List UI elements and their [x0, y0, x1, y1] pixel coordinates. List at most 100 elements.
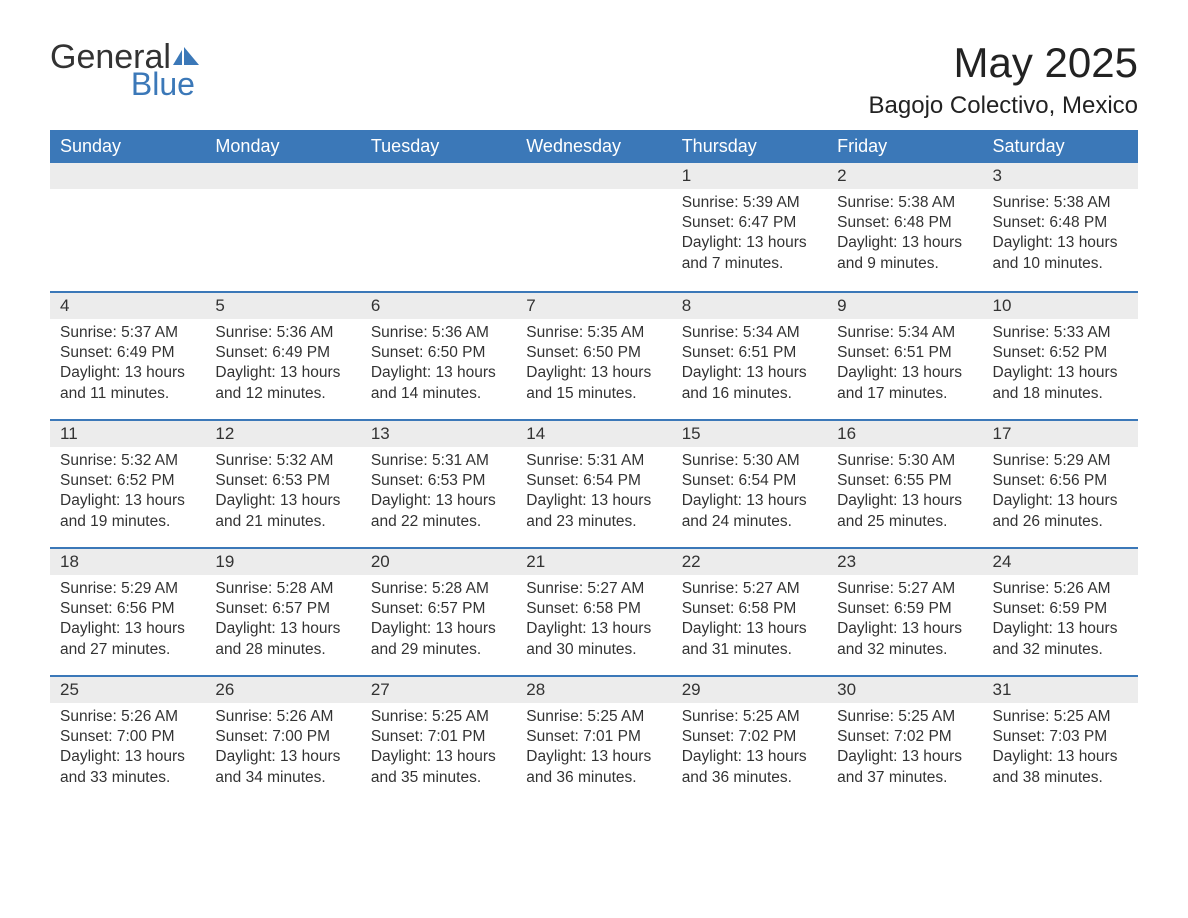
day-header: Wednesday: [516, 130, 671, 163]
calendar-day-cell: 29Sunrise: 5:25 AMSunset: 7:02 PMDayligh…: [672, 675, 827, 803]
daylight-text: Daylight: 13 hours and 30 minutes.: [526, 619, 661, 659]
sunset-text: Sunset: 6:54 PM: [526, 471, 661, 491]
day-number: 31: [983, 675, 1138, 703]
calendar-day-cell: 25Sunrise: 5:26 AMSunset: 7:00 PMDayligh…: [50, 675, 205, 803]
calendar-table: Sunday Monday Tuesday Wednesday Thursday…: [50, 130, 1138, 803]
daylight-text: Daylight: 13 hours and 28 minutes.: [215, 619, 350, 659]
day-details: Sunrise: 5:31 AMSunset: 6:54 PMDaylight:…: [516, 447, 671, 538]
sunrise-text: Sunrise: 5:36 AM: [215, 323, 350, 343]
sunrise-text: Sunrise: 5:25 AM: [993, 707, 1128, 727]
sunset-text: Sunset: 6:56 PM: [993, 471, 1128, 491]
sunrise-text: Sunrise: 5:31 AM: [371, 451, 506, 471]
flag-icon: [173, 47, 199, 67]
day-number: 22: [672, 547, 827, 575]
sunrise-text: Sunrise: 5:38 AM: [837, 193, 972, 213]
sunrise-text: Sunrise: 5:39 AM: [682, 193, 817, 213]
day-details: Sunrise: 5:25 AMSunset: 7:03 PMDaylight:…: [983, 703, 1138, 794]
day-details: Sunrise: 5:27 AMSunset: 6:58 PMDaylight:…: [516, 575, 671, 666]
sunrise-text: Sunrise: 5:32 AM: [60, 451, 195, 471]
sunset-text: Sunset: 7:01 PM: [526, 727, 661, 747]
sunset-text: Sunset: 7:00 PM: [60, 727, 195, 747]
calendar-day-cell: 5Sunrise: 5:36 AMSunset: 6:49 PMDaylight…: [205, 291, 360, 419]
day-number: 19: [205, 547, 360, 575]
sunrise-text: Sunrise: 5:34 AM: [837, 323, 972, 343]
sunrise-text: Sunrise: 5:35 AM: [526, 323, 661, 343]
day-details: Sunrise: 5:26 AMSunset: 7:00 PMDaylight:…: [50, 703, 205, 794]
daylight-text: Daylight: 13 hours and 26 minutes.: [993, 491, 1128, 531]
calendar-day-cell: 9Sunrise: 5:34 AMSunset: 6:51 PMDaylight…: [827, 291, 982, 419]
daylight-text: Daylight: 13 hours and 37 minutes.: [837, 747, 972, 787]
day-number: 14: [516, 419, 671, 447]
calendar-day-cell: 26Sunrise: 5:26 AMSunset: 7:00 PMDayligh…: [205, 675, 360, 803]
day-details: Sunrise: 5:32 AMSunset: 6:52 PMDaylight:…: [50, 447, 205, 538]
day-number: 10: [983, 291, 1138, 319]
day-details: Sunrise: 5:32 AMSunset: 6:53 PMDaylight:…: [205, 447, 360, 538]
calendar-week-row: 1Sunrise: 5:39 AMSunset: 6:47 PMDaylight…: [50, 163, 1138, 291]
calendar-day-cell: [50, 163, 205, 291]
day-details: Sunrise: 5:25 AMSunset: 7:02 PMDaylight:…: [672, 703, 827, 794]
daylight-text: Daylight: 13 hours and 9 minutes.: [837, 233, 972, 273]
calendar-day-cell: 1Sunrise: 5:39 AMSunset: 6:47 PMDaylight…: [672, 163, 827, 291]
daylight-text: Daylight: 13 hours and 19 minutes.: [60, 491, 195, 531]
daylight-text: Daylight: 13 hours and 10 minutes.: [993, 233, 1128, 273]
sunset-text: Sunset: 6:50 PM: [526, 343, 661, 363]
daylight-text: Daylight: 13 hours and 18 minutes.: [993, 363, 1128, 403]
day-number: 30: [827, 675, 982, 703]
calendar-day-cell: 31Sunrise: 5:25 AMSunset: 7:03 PMDayligh…: [983, 675, 1138, 803]
daylight-text: Daylight: 13 hours and 36 minutes.: [526, 747, 661, 787]
calendar-day-cell: 17Sunrise: 5:29 AMSunset: 6:56 PMDayligh…: [983, 419, 1138, 547]
daylight-text: Daylight: 13 hours and 33 minutes.: [60, 747, 195, 787]
sunset-text: Sunset: 6:58 PM: [682, 599, 817, 619]
day-details: Sunrise: 5:25 AMSunset: 7:01 PMDaylight:…: [361, 703, 516, 794]
sunset-text: Sunset: 7:00 PM: [215, 727, 350, 747]
daylight-text: Daylight: 13 hours and 23 minutes.: [526, 491, 661, 531]
day-header: Monday: [205, 130, 360, 163]
day-header: Sunday: [50, 130, 205, 163]
daylight-text: Daylight: 13 hours and 36 minutes.: [682, 747, 817, 787]
day-number: 7: [516, 291, 671, 319]
sunset-text: Sunset: 6:57 PM: [215, 599, 350, 619]
location-label: Bagojo Colectivo, Mexico: [869, 92, 1138, 120]
daylight-text: Daylight: 13 hours and 17 minutes.: [837, 363, 972, 403]
day-number: 16: [827, 419, 982, 447]
daylight-text: Daylight: 13 hours and 29 minutes.: [371, 619, 506, 659]
day-details: Sunrise: 5:38 AMSunset: 6:48 PMDaylight:…: [827, 189, 982, 280]
daylight-text: Daylight: 13 hours and 32 minutes.: [837, 619, 972, 659]
daylight-text: Daylight: 13 hours and 16 minutes.: [682, 363, 817, 403]
daylight-text: Daylight: 13 hours and 11 minutes.: [60, 363, 195, 403]
daylight-text: Daylight: 13 hours and 38 minutes.: [993, 747, 1128, 787]
daylight-text: Daylight: 13 hours and 14 minutes.: [371, 363, 506, 403]
day-details: Sunrise: 5:30 AMSunset: 6:55 PMDaylight:…: [827, 447, 982, 538]
calendar-day-cell: 10Sunrise: 5:33 AMSunset: 6:52 PMDayligh…: [983, 291, 1138, 419]
day-details: Sunrise: 5:39 AMSunset: 6:47 PMDaylight:…: [672, 189, 827, 280]
day-header: Thursday: [672, 130, 827, 163]
calendar-week-row: 4Sunrise: 5:37 AMSunset: 6:49 PMDaylight…: [50, 291, 1138, 419]
day-number: 18: [50, 547, 205, 575]
day-header-row: Sunday Monday Tuesday Wednesday Thursday…: [50, 130, 1138, 163]
day-details: Sunrise: 5:38 AMSunset: 6:48 PMDaylight:…: [983, 189, 1138, 280]
sunrise-text: Sunrise: 5:30 AM: [837, 451, 972, 471]
day-details: Sunrise: 5:28 AMSunset: 6:57 PMDaylight:…: [361, 575, 516, 666]
daylight-text: Daylight: 13 hours and 7 minutes.: [682, 233, 817, 273]
day-number: [516, 163, 671, 189]
calendar-day-cell: 28Sunrise: 5:25 AMSunset: 7:01 PMDayligh…: [516, 675, 671, 803]
calendar-day-cell: 16Sunrise: 5:30 AMSunset: 6:55 PMDayligh…: [827, 419, 982, 547]
calendar-day-cell: 15Sunrise: 5:30 AMSunset: 6:54 PMDayligh…: [672, 419, 827, 547]
day-header: Saturday: [983, 130, 1138, 163]
day-details: Sunrise: 5:33 AMSunset: 6:52 PMDaylight:…: [983, 319, 1138, 410]
calendar-day-cell: 23Sunrise: 5:27 AMSunset: 6:59 PMDayligh…: [827, 547, 982, 675]
sunrise-text: Sunrise: 5:28 AM: [215, 579, 350, 599]
sunrise-text: Sunrise: 5:30 AM: [682, 451, 817, 471]
calendar-day-cell: 30Sunrise: 5:25 AMSunset: 7:02 PMDayligh…: [827, 675, 982, 803]
day-number: 12: [205, 419, 360, 447]
day-number: [361, 163, 516, 189]
day-number: 25: [50, 675, 205, 703]
sunset-text: Sunset: 6:54 PM: [682, 471, 817, 491]
day-number: 6: [361, 291, 516, 319]
sunset-text: Sunset: 6:58 PM: [526, 599, 661, 619]
calendar-day-cell: [361, 163, 516, 291]
day-details: Sunrise: 5:30 AMSunset: 6:54 PMDaylight:…: [672, 447, 827, 538]
sunrise-text: Sunrise: 5:31 AM: [526, 451, 661, 471]
calendar-day-cell: 27Sunrise: 5:25 AMSunset: 7:01 PMDayligh…: [361, 675, 516, 803]
sunrise-text: Sunrise: 5:27 AM: [837, 579, 972, 599]
